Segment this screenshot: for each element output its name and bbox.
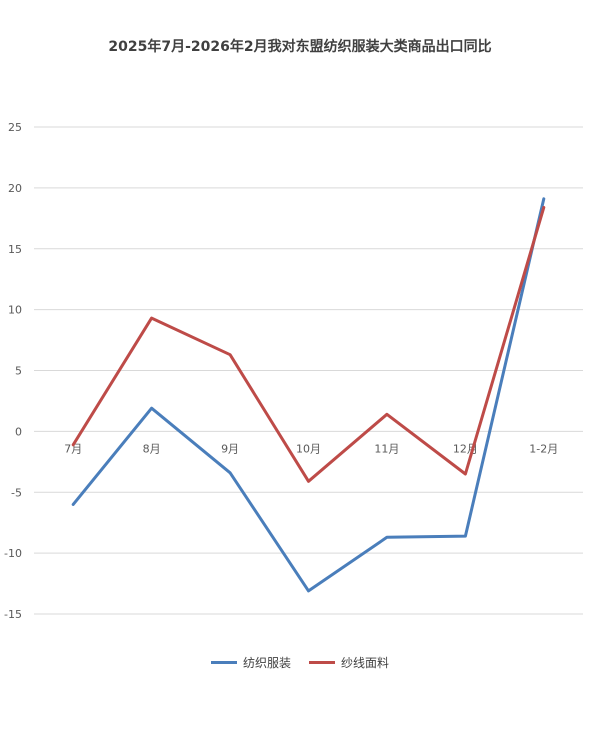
x-tick-label: 11月 [374, 442, 399, 455]
y-tick-label: -10 [4, 547, 22, 560]
legend-label-series-1: 纺织服装 [242, 656, 291, 670]
x-tick-label: 9月 [221, 442, 239, 455]
y-tick-label: 5 [15, 365, 22, 378]
legend-label-series-2: 纱线面料 [341, 656, 390, 670]
y-tick-label: 20 [8, 182, 22, 195]
y-tick-label: -15 [4, 608, 22, 621]
x-tick-label: 7月 [64, 442, 82, 455]
chart-title: 2025年7月-2026年2月我对东盟纺织服装大类商品出口同比 [108, 39, 492, 55]
legend-item-series-1: 纺织服装 [210, 654, 291, 671]
legend-swatch-series-1 [210, 661, 237, 664]
series-line-1 [71, 197, 546, 593]
y-tick-label: 0 [15, 425, 22, 438]
x-tick-label: 1-2月 [529, 442, 558, 455]
x-tick-label: 10月 [296, 442, 321, 455]
y-tick-label: -5 [11, 486, 22, 499]
series-line-2 [71, 205, 546, 483]
legend-item-series-2: 纱线面料 [309, 654, 389, 671]
y-tick-label: 10 [8, 304, 22, 317]
legend-swatch-series-2 [309, 661, 335, 664]
y-tick-label: 25 [8, 121, 22, 134]
y-tick-label: 15 [8, 243, 22, 256]
legend: 纺织服装 纱线面料 [0, 654, 600, 671]
x-tick-label: 8月 [143, 442, 161, 455]
